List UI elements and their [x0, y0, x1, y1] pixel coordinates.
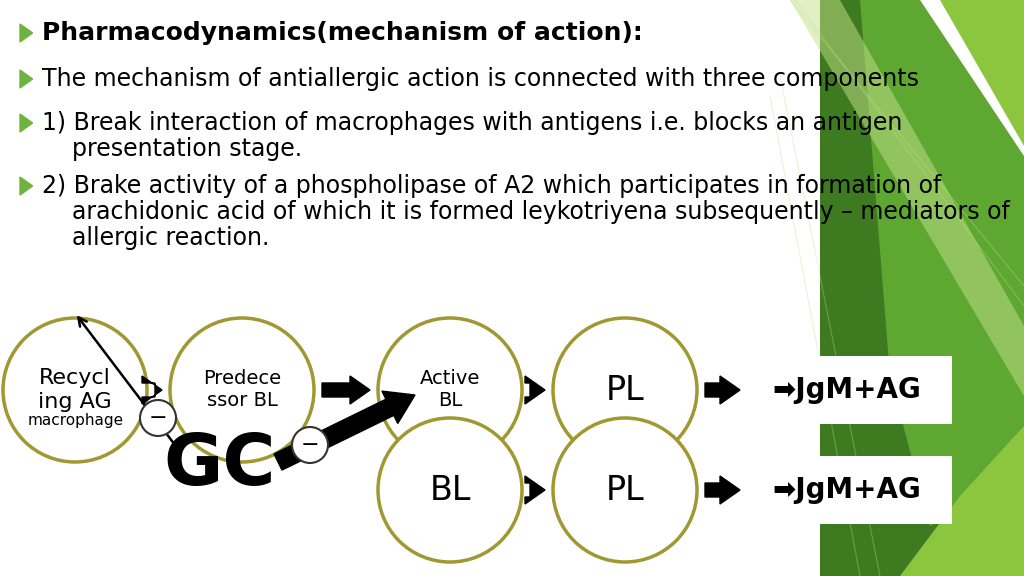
Ellipse shape: [378, 418, 522, 562]
Polygon shape: [20, 24, 33, 42]
Text: Predece
ssor BL: Predece ssor BL: [203, 369, 281, 411]
Text: macrophage: macrophage: [28, 412, 124, 427]
Text: presentation stage.: presentation stage.: [42, 137, 302, 161]
Ellipse shape: [553, 418, 697, 562]
Text: arachidonic acid of which it is formed leykotriyena subsequently – mediators of: arachidonic acid of which it is formed l…: [42, 200, 1010, 224]
FancyArrow shape: [525, 376, 545, 404]
Polygon shape: [20, 177, 33, 195]
Polygon shape: [20, 70, 33, 88]
Text: PL: PL: [605, 473, 644, 506]
Text: 1) Break interaction of macrophages with antigens i.e. blocks an antigen: 1) Break interaction of macrophages with…: [42, 111, 902, 135]
Ellipse shape: [553, 318, 697, 462]
Text: allergic reaction.: allergic reaction.: [42, 226, 269, 250]
FancyArrow shape: [525, 476, 545, 504]
Ellipse shape: [3, 318, 147, 462]
FancyArrow shape: [705, 476, 740, 504]
FancyArrow shape: [705, 376, 740, 404]
Polygon shape: [820, 0, 1024, 576]
Text: 2) Brake activity of a phospholipase of A2 which participates in formation of: 2) Brake activity of a phospholipase of …: [42, 174, 941, 198]
Text: The mechanism of antiallergic action is connected with three components: The mechanism of antiallergic action is …: [42, 67, 919, 91]
Text: PL: PL: [605, 373, 644, 407]
Text: −: −: [148, 408, 167, 428]
FancyBboxPatch shape: [742, 356, 952, 424]
FancyArrow shape: [142, 376, 162, 404]
Polygon shape: [860, 0, 1024, 526]
Ellipse shape: [140, 400, 176, 436]
Polygon shape: [790, 0, 1024, 396]
Ellipse shape: [170, 318, 314, 462]
Text: Pharmacodynamics(mechanism of action):: Pharmacodynamics(mechanism of action):: [42, 21, 643, 45]
Text: BL: BL: [429, 473, 471, 506]
FancyBboxPatch shape: [742, 456, 952, 524]
Text: Recycl
ing AG: Recycl ing AG: [38, 369, 112, 412]
Polygon shape: [900, 426, 1024, 576]
Text: Active
BL: Active BL: [420, 369, 480, 411]
Polygon shape: [20, 114, 33, 132]
Text: ➡JgM+AG: ➡JgM+AG: [773, 476, 922, 504]
Ellipse shape: [378, 318, 522, 462]
Polygon shape: [940, 0, 1024, 146]
FancyArrow shape: [274, 391, 415, 470]
Text: −: −: [301, 435, 319, 455]
FancyArrow shape: [322, 376, 370, 404]
Text: GC: GC: [164, 430, 276, 499]
Text: ➡JgM+AG: ➡JgM+AG: [773, 376, 922, 404]
Ellipse shape: [292, 427, 328, 463]
